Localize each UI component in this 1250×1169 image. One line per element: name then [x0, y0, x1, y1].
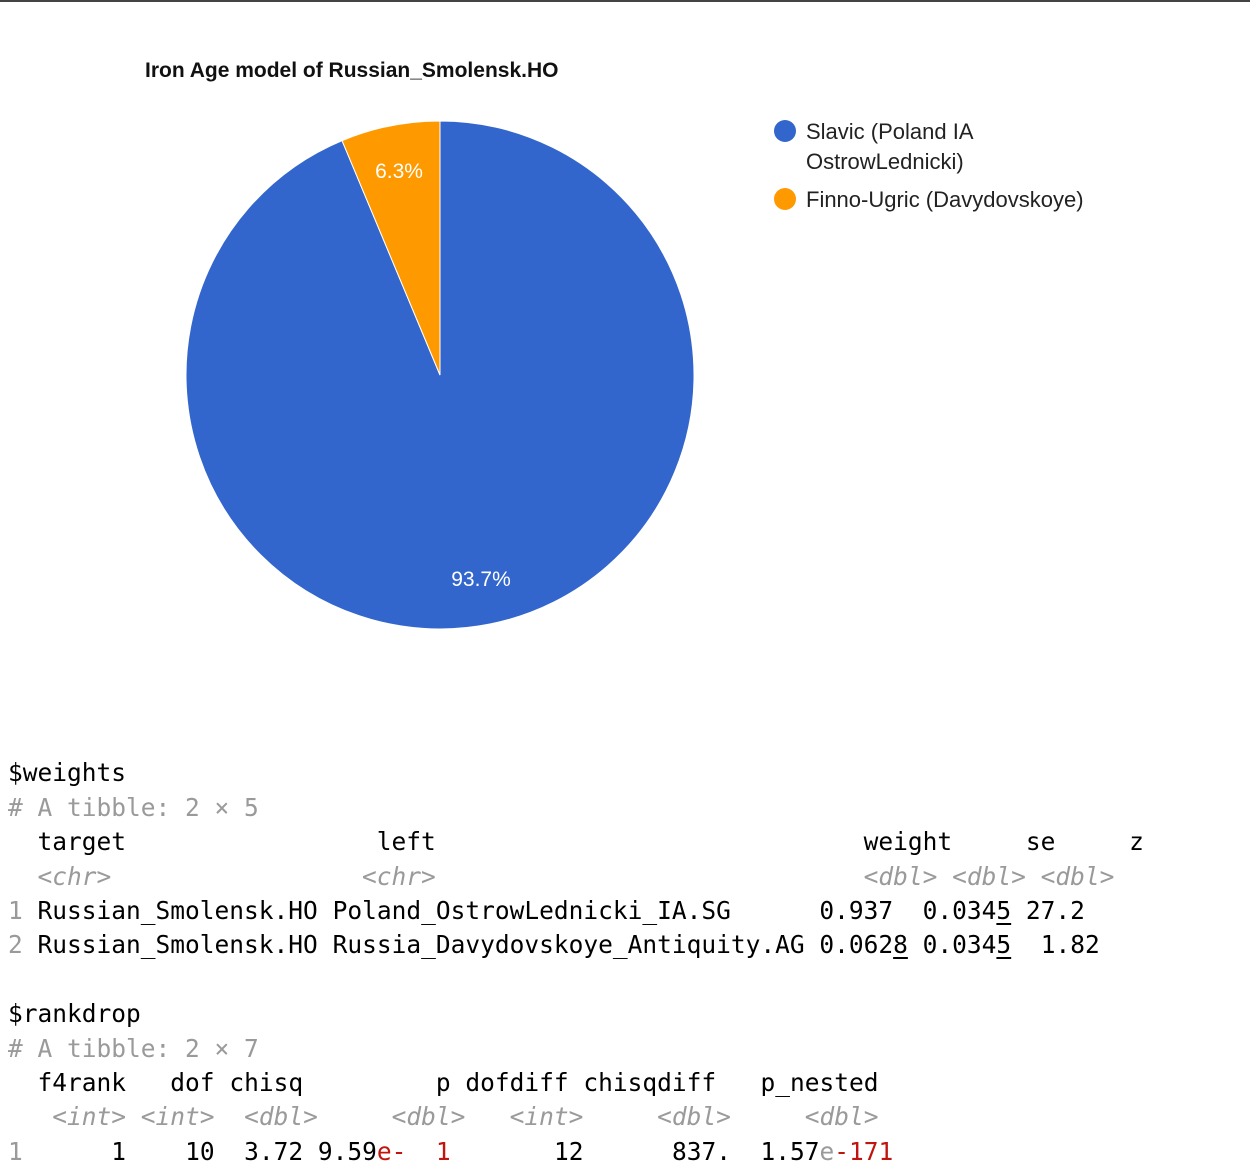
col-type-dofdiff: <int> [509, 1102, 584, 1132]
legend-label-0-line-0: Slavic (Poland IA [806, 119, 974, 144]
legend-marker-0 [774, 120, 796, 142]
cell-se: 0.034 [922, 930, 997, 960]
row-index: 2 [8, 930, 23, 960]
col-header-f4rank: f4rank [37, 1067, 127, 1097]
cell-p-e: e- [376, 1136, 407, 1166]
col-type-weight: <dbl> [863, 861, 938, 891]
cell-f4rank: 1 [111, 1136, 127, 1166]
rankdrop-header: $rankdrop [8, 999, 141, 1029]
col-type-target: <chr> [37, 861, 112, 891]
col-header-dof: dof [170, 1067, 215, 1097]
rankdrop-tibble-caption: # A tibble: 2 × 7 [8, 1033, 259, 1063]
col-type-se: <dbl> [952, 861, 1026, 891]
r-console-output: $weights # A tibble: 2 × 5 target left we… [8, 722, 1144, 1169]
legend-label-0-line-1: OstrowLednicki) [806, 149, 964, 174]
cell-dof: 10 [185, 1136, 215, 1166]
row-index: 1 [8, 895, 23, 925]
cell-p-nested-mantissa: 1.57 [760, 1136, 820, 1166]
col-type-p: <dbl> [391, 1102, 466, 1132]
cell-z: 27.2 [1025, 895, 1085, 925]
weights-header: $weights [8, 758, 127, 788]
cell-dofdiff: 12 [553, 1136, 584, 1166]
legend-marker-1 [774, 188, 796, 210]
weights-tibble-caption: # A tibble: 2 × 5 [8, 792, 259, 822]
col-header-se: se [1025, 827, 1056, 857]
col-header-chisq: chisq [229, 1067, 304, 1097]
col-header-chisqdiff: chisqdiff [583, 1067, 717, 1097]
cell-left: Russia_Davydovskoye_Antiquity.AG [332, 930, 805, 960]
col-type-chisqdiff: <dbl> [657, 1102, 731, 1132]
pie-slice-label-0: 93.7% [451, 568, 511, 591]
cell-z: 1.82 [1040, 930, 1100, 960]
col-type-dof: <int> [140, 1102, 215, 1132]
col-header-p: p [435, 1067, 451, 1097]
col-header-target: target [37, 827, 127, 857]
pie-chart: Iron Age model of Russian_Smolensk.HO 93… [145, 59, 1084, 630]
cell-p-exponent: 1 [435, 1136, 451, 1166]
pie-slice-1 [341, 120, 441, 376]
cell-weight: 0.937 [819, 895, 894, 925]
pie-slice-label-1: 6.3% [375, 160, 423, 183]
chart-title: Iron Age model of Russian_Smolensk.HO [145, 59, 558, 82]
blank-line [8, 963, 1144, 997]
table-row: 2 Russian_Smolensk.HO Russia_Davydovskoy… [8, 928, 1144, 962]
top-border [0, 0, 1250, 2]
legend-label-1-line-0: Finno-Ugric (Davydovskoye) [806, 187, 1084, 212]
col-type-z: <dbl> [1040, 861, 1115, 891]
cell-se: 0.034 [922, 895, 997, 925]
rankdrop-column-headers: f4rank dof chisq p dofdiff chisqdiff p_n… [8, 1066, 1144, 1100]
cell-se-digit: 5 [996, 930, 1012, 960]
cell-target: Russian_Smolensk.HO [37, 930, 318, 960]
col-header-weight: weight [863, 827, 953, 857]
cell-chisq: 3.72 [244, 1136, 304, 1166]
cell-p-mantissa: 9.59 [317, 1136, 377, 1166]
cell-p-nested-e: e [819, 1136, 835, 1166]
cell-target: Russian_Smolensk.HO [37, 895, 318, 925]
col-header-dofdiff: dofdiff [465, 1067, 569, 1097]
cell-weight: 0.062 [819, 930, 894, 960]
cell-p-nested-exponent: -171 [834, 1136, 894, 1166]
col-header-z: z [1129, 827, 1144, 857]
rankdrop-column-types: <int> <int> <dbl> <dbl> <int> <dbl> <dbl… [8, 1100, 1144, 1134]
chart-legend: Slavic (Poland IA OstrowLednicki) Finno-Ug… [774, 119, 1084, 212]
col-type-chisq: <dbl> [244, 1102, 318, 1132]
row-index: 1 [8, 1136, 23, 1166]
weights-column-types: <chr> <chr> <dbl> <dbl> <dbl> [8, 860, 1144, 894]
col-type-f4rank: <int> [52, 1102, 127, 1132]
col-type-p-nested: <dbl> [804, 1102, 879, 1132]
col-header-left: left [376, 827, 436, 857]
table-row: 1 Russian_Smolensk.HO Poland_OstrowLedni… [8, 894, 1144, 928]
pie-slices [185, 120, 695, 630]
col-type-left: <chr> [362, 861, 436, 891]
col-header-p-nested: p_nested [760, 1067, 879, 1097]
cell-weight-digit: 8 [893, 930, 908, 960]
cell-chisqdiff: 837. [671, 1136, 731, 1166]
cell-se-digit: 5 [996, 895, 1012, 925]
weights-column-headers: target left weight se z [8, 825, 1144, 859]
pie-slice-labels: 93.7% 6.3% [375, 160, 511, 591]
cell-left: Poland_OstrowLednicki_IA.SG [332, 895, 731, 925]
